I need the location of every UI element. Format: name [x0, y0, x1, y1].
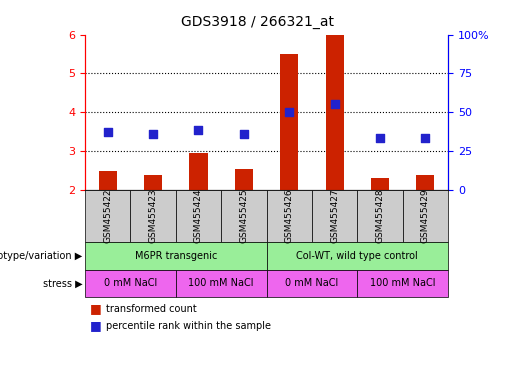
Text: GDS3918 / 266321_at: GDS3918 / 266321_at: [181, 15, 334, 29]
Text: GSM455426: GSM455426: [285, 189, 294, 243]
Bar: [190, 153, 208, 190]
Text: transformed count: transformed count: [106, 304, 196, 314]
Text: 0 mM NaCl: 0 mM NaCl: [285, 278, 338, 288]
Text: genotype/variation ▶: genotype/variation ▶: [0, 251, 82, 261]
Point: [239, 131, 248, 137]
Text: M6PR transgenic: M6PR transgenic: [134, 251, 217, 261]
Text: stress ▶: stress ▶: [43, 278, 82, 288]
Text: 0 mM NaCl: 0 mM NaCl: [104, 278, 157, 288]
Text: GSM455423: GSM455423: [148, 189, 158, 243]
Text: GSM455428: GSM455428: [375, 189, 385, 243]
Point: [194, 127, 202, 133]
Text: Col-WT, wild type control: Col-WT, wild type control: [297, 251, 418, 261]
Bar: [235, 169, 253, 190]
Text: GSM455422: GSM455422: [103, 189, 112, 243]
Bar: [144, 175, 162, 190]
Point: [104, 129, 112, 135]
Text: 100 mM NaCl: 100 mM NaCl: [370, 278, 435, 288]
Text: GSM455425: GSM455425: [239, 189, 248, 243]
Point: [149, 131, 157, 137]
Point: [285, 108, 294, 114]
Point: [331, 101, 339, 107]
Text: 100 mM NaCl: 100 mM NaCl: [188, 278, 254, 288]
Bar: [371, 179, 389, 190]
Bar: [280, 54, 298, 190]
Text: percentile rank within the sample: percentile rank within the sample: [106, 321, 270, 331]
Text: ■: ■: [90, 319, 102, 333]
Bar: [98, 170, 117, 190]
Text: GSM455429: GSM455429: [421, 189, 430, 243]
Text: ■: ■: [90, 302, 102, 315]
Text: GSM455427: GSM455427: [330, 189, 339, 243]
Text: GSM455424: GSM455424: [194, 189, 203, 243]
Point: [421, 134, 430, 141]
Bar: [416, 174, 435, 190]
Bar: [325, 35, 344, 190]
Point: [376, 134, 384, 141]
